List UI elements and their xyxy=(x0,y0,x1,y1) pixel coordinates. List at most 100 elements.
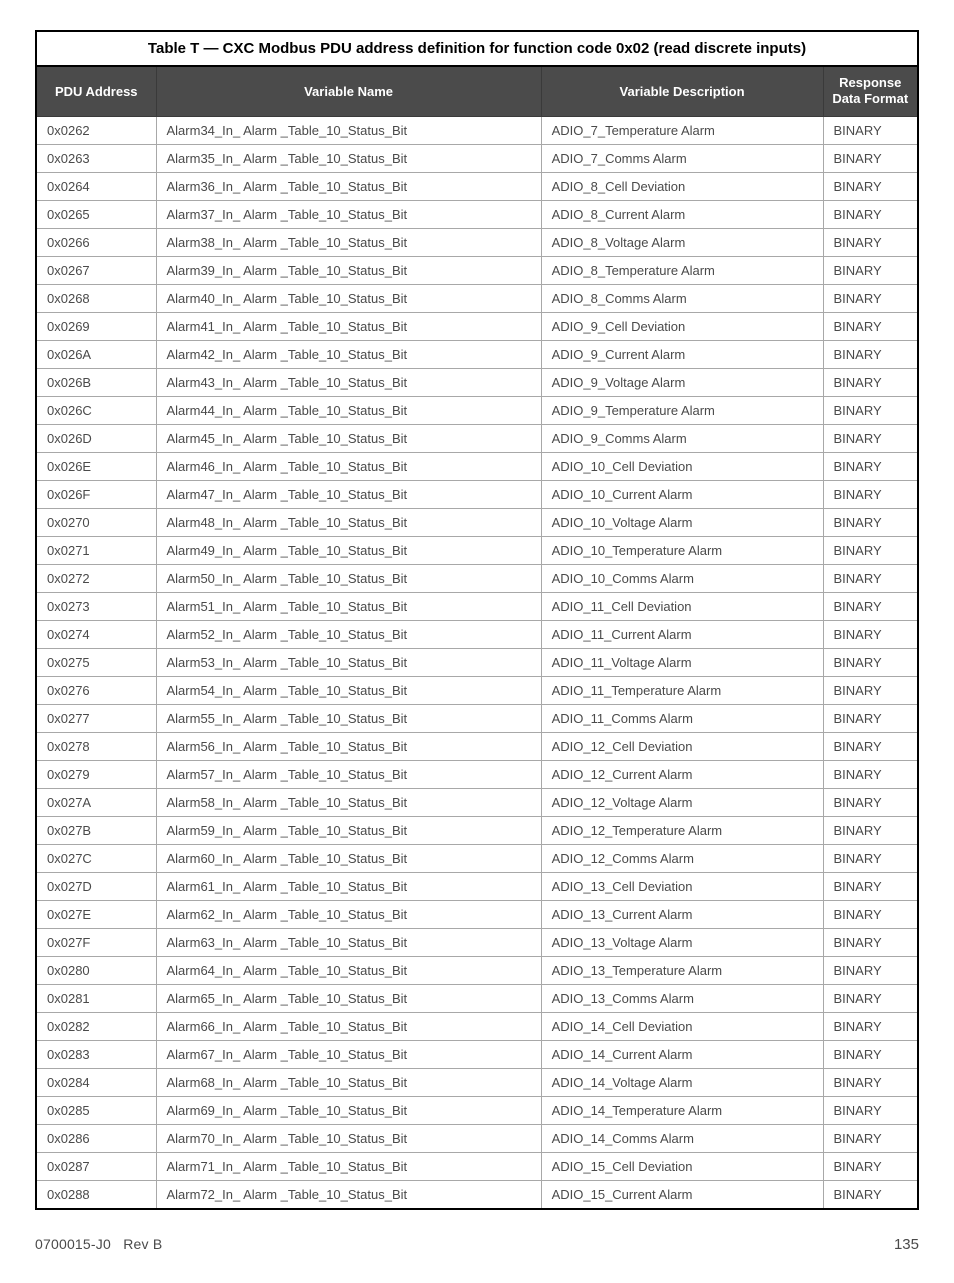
cell-response-format: BINARY xyxy=(823,256,918,284)
cell-response-format: BINARY xyxy=(823,508,918,536)
cell-pdu-address: 0x0273 xyxy=(36,592,156,620)
cell-variable-description: ADIO_10_Temperature Alarm xyxy=(541,536,823,564)
table-row: 0x0287Alarm71_In_ Alarm _Table_10_Status… xyxy=(36,1152,918,1180)
cell-pdu-address: 0x0266 xyxy=(36,228,156,256)
table-row: 0x027FAlarm63_In_ Alarm _Table_10_Status… xyxy=(36,928,918,956)
cell-response-format: BINARY xyxy=(823,368,918,396)
table-row: 0x0278Alarm56_In_ Alarm _Table_10_Status… xyxy=(36,732,918,760)
cell-pdu-address: 0x026B xyxy=(36,368,156,396)
cell-variable-name: Alarm57_In_ Alarm _Table_10_Status_Bit xyxy=(156,760,541,788)
col-header-response-format: Response Data Format xyxy=(823,66,918,116)
cell-variable-description: ADIO_7_Comms Alarm xyxy=(541,144,823,172)
cell-variable-description: ADIO_9_Comms Alarm xyxy=(541,424,823,452)
cell-variable-name: Alarm60_In_ Alarm _Table_10_Status_Bit xyxy=(156,844,541,872)
cell-pdu-address: 0x0284 xyxy=(36,1068,156,1096)
table-body: 0x0262Alarm34_In_ Alarm _Table_10_Status… xyxy=(36,116,918,1209)
cell-variable-name: Alarm46_In_ Alarm _Table_10_Status_Bit xyxy=(156,452,541,480)
cell-variable-description: ADIO_13_Voltage Alarm xyxy=(541,928,823,956)
table-row: 0x027EAlarm62_In_ Alarm _Table_10_Status… xyxy=(36,900,918,928)
cell-response-format: BINARY xyxy=(823,536,918,564)
table-row: 0x0280Alarm64_In_ Alarm _Table_10_Status… xyxy=(36,956,918,984)
cell-variable-description: ADIO_8_Comms Alarm xyxy=(541,284,823,312)
cell-variable-description: ADIO_9_Current Alarm xyxy=(541,340,823,368)
cell-response-format: BINARY xyxy=(823,396,918,424)
cell-pdu-address: 0x0268 xyxy=(36,284,156,312)
cell-variable-name: Alarm37_In_ Alarm _Table_10_Status_Bit xyxy=(156,200,541,228)
cell-response-format: BINARY xyxy=(823,648,918,676)
table-row: 0x027DAlarm61_In_ Alarm _Table_10_Status… xyxy=(36,872,918,900)
col-header-pdu-address: PDU Address xyxy=(36,66,156,116)
cell-variable-description: ADIO_9_Temperature Alarm xyxy=(541,396,823,424)
table-row: 0x026CAlarm44_In_ Alarm _Table_10_Status… xyxy=(36,396,918,424)
table-row: 0x0264Alarm36_In_ Alarm _Table_10_Status… xyxy=(36,172,918,200)
cell-variable-description: ADIO_10_Cell Deviation xyxy=(541,452,823,480)
cell-response-format: BINARY xyxy=(823,116,918,144)
cell-variable-name: Alarm70_In_ Alarm _Table_10_Status_Bit xyxy=(156,1124,541,1152)
cell-response-format: BINARY xyxy=(823,480,918,508)
cell-response-format: BINARY xyxy=(823,1012,918,1040)
cell-pdu-address: 0x0281 xyxy=(36,984,156,1012)
cell-response-format: BINARY xyxy=(823,676,918,704)
cell-variable-description: ADIO_9_Cell Deviation xyxy=(541,312,823,340)
cell-pdu-address: 0x0262 xyxy=(36,116,156,144)
cell-variable-description: ADIO_14_Current Alarm xyxy=(541,1040,823,1068)
cell-pdu-address: 0x026F xyxy=(36,480,156,508)
col-header-variable-name: Variable Name xyxy=(156,66,541,116)
cell-pdu-address: 0x0277 xyxy=(36,704,156,732)
cell-variable-name: Alarm44_In_ Alarm _Table_10_Status_Bit xyxy=(156,396,541,424)
cell-pdu-address: 0x0263 xyxy=(36,144,156,172)
table-caption: Table T — CXC Modbus PDU address definit… xyxy=(35,30,919,65)
cell-variable-description: ADIO_12_Cell Deviation xyxy=(541,732,823,760)
table-row: 0x0263Alarm35_In_ Alarm _Table_10_Status… xyxy=(36,144,918,172)
cell-pdu-address: 0x026A xyxy=(36,340,156,368)
cell-variable-description: ADIO_12_Current Alarm xyxy=(541,760,823,788)
cell-variable-name: Alarm40_In_ Alarm _Table_10_Status_Bit xyxy=(156,284,541,312)
cell-variable-name: Alarm58_In_ Alarm _Table_10_Status_Bit xyxy=(156,788,541,816)
cell-response-format: BINARY xyxy=(823,816,918,844)
cell-pdu-address: 0x0276 xyxy=(36,676,156,704)
table-header: PDU Address Variable Name Variable Descr… xyxy=(36,66,918,116)
cell-response-format: BINARY xyxy=(823,620,918,648)
cell-response-format: BINARY xyxy=(823,1096,918,1124)
cell-variable-description: ADIO_13_Temperature Alarm xyxy=(541,956,823,984)
table-row: 0x0283Alarm67_In_ Alarm _Table_10_Status… xyxy=(36,1040,918,1068)
cell-variable-description: ADIO_12_Voltage Alarm xyxy=(541,788,823,816)
table-row: 0x026EAlarm46_In_ Alarm _Table_10_Status… xyxy=(36,452,918,480)
table-row: 0x0269Alarm41_In_ Alarm _Table_10_Status… xyxy=(36,312,918,340)
table-row: 0x026BAlarm43_In_ Alarm _Table_10_Status… xyxy=(36,368,918,396)
cell-response-format: BINARY xyxy=(823,200,918,228)
cell-pdu-address: 0x026C xyxy=(36,396,156,424)
cell-pdu-address: 0x026D xyxy=(36,424,156,452)
table-row: 0x0273Alarm51_In_ Alarm _Table_10_Status… xyxy=(36,592,918,620)
cell-response-format: BINARY xyxy=(823,704,918,732)
cell-variable-name: Alarm61_In_ Alarm _Table_10_Status_Bit xyxy=(156,872,541,900)
footer-rev: Rev B xyxy=(123,1236,162,1252)
table-row: 0x026FAlarm47_In_ Alarm _Table_10_Status… xyxy=(36,480,918,508)
table-row: 0x0275Alarm53_In_ Alarm _Table_10_Status… xyxy=(36,648,918,676)
cell-pdu-address: 0x0288 xyxy=(36,1180,156,1209)
cell-pdu-address: 0x0269 xyxy=(36,312,156,340)
cell-variable-description: ADIO_11_Comms Alarm xyxy=(541,704,823,732)
cell-variable-name: Alarm54_In_ Alarm _Table_10_Status_Bit xyxy=(156,676,541,704)
cell-pdu-address: 0x026E xyxy=(36,452,156,480)
cell-variable-description: ADIO_8_Cell Deviation xyxy=(541,172,823,200)
cell-pdu-address: 0x027A xyxy=(36,788,156,816)
cell-variable-name: Alarm48_In_ Alarm _Table_10_Status_Bit xyxy=(156,508,541,536)
table-row: 0x0284Alarm68_In_ Alarm _Table_10_Status… xyxy=(36,1068,918,1096)
table-row: 0x0267Alarm39_In_ Alarm _Table_10_Status… xyxy=(36,256,918,284)
cell-variable-name: Alarm52_In_ Alarm _Table_10_Status_Bit xyxy=(156,620,541,648)
table-row: 0x0274Alarm52_In_ Alarm _Table_10_Status… xyxy=(36,620,918,648)
table-row: 0x0277Alarm55_In_ Alarm _Table_10_Status… xyxy=(36,704,918,732)
col-header-variable-description: Variable Description xyxy=(541,66,823,116)
cell-variable-name: Alarm68_In_ Alarm _Table_10_Status_Bit xyxy=(156,1068,541,1096)
cell-variable-name: Alarm50_In_ Alarm _Table_10_Status_Bit xyxy=(156,564,541,592)
cell-variable-name: Alarm72_In_ Alarm _Table_10_Status_Bit xyxy=(156,1180,541,1209)
cell-variable-name: Alarm41_In_ Alarm _Table_10_Status_Bit xyxy=(156,312,541,340)
table-row: 0x0276Alarm54_In_ Alarm _Table_10_Status… xyxy=(36,676,918,704)
cell-variable-description: ADIO_15_Cell Deviation xyxy=(541,1152,823,1180)
cell-pdu-address: 0x027C xyxy=(36,844,156,872)
cell-response-format: BINARY xyxy=(823,424,918,452)
cell-variable-name: Alarm69_In_ Alarm _Table_10_Status_Bit xyxy=(156,1096,541,1124)
cell-pdu-address: 0x027F xyxy=(36,928,156,956)
cell-pdu-address: 0x027D xyxy=(36,872,156,900)
